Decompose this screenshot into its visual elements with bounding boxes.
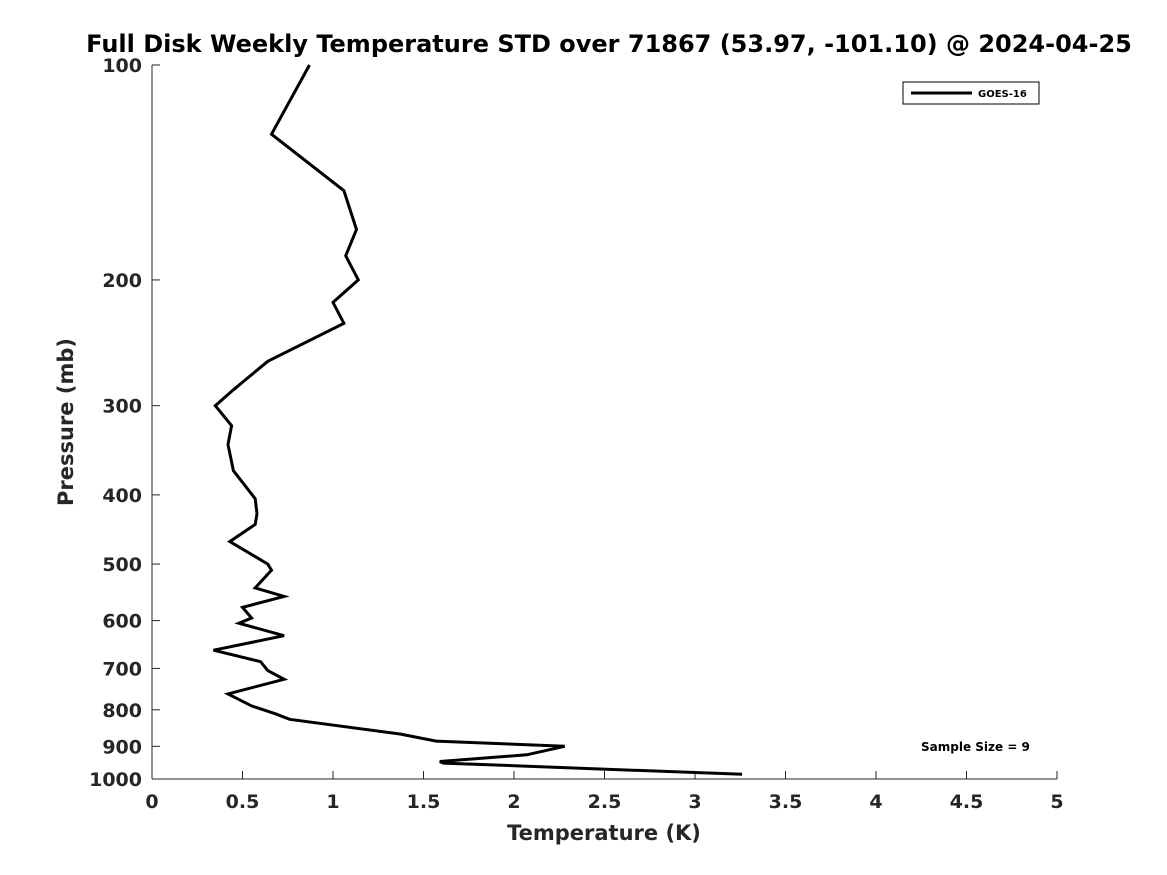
y-tick-label: 100 (102, 55, 142, 77)
x-tick-label: 1 (326, 791, 339, 813)
y-tick-label: 800 (102, 700, 142, 722)
x-axis-label: Temperature (K) (507, 821, 701, 845)
x-tick-label: 0 (145, 791, 158, 813)
x-axis-ticks: 0 0.5 1 1.5 2 2.5 3 3.5 4 4.5 5 (145, 771, 1064, 813)
y-tick-label: 300 (102, 396, 142, 418)
y-axis-label: Pressure (mb) (54, 338, 78, 506)
y-tick-label: 700 (102, 658, 142, 680)
sample-size-annotation: Sample Size = 9 (921, 740, 1030, 754)
x-tick-label: 5 (1050, 791, 1063, 813)
y-tick-label: 400 (102, 485, 142, 507)
y-axis-ticks: 100 200 300 400 500 600 700 800 900 1000 (89, 55, 160, 791)
y-tick-label: 900 (102, 736, 142, 758)
y-tick-label: 200 (102, 270, 142, 292)
legend-label-goes-16: GOES-16 (978, 89, 1027, 100)
legend: GOES-16 (902, 81, 1040, 105)
x-tick-label: 1.5 (407, 791, 441, 813)
x-tick-label: 3.5 (769, 791, 803, 813)
y-tick-label: 1000 (89, 769, 142, 791)
chart-title: Full Disk Weekly Temperature STD over 71… (86, 30, 1132, 58)
x-tick-label: 3 (688, 791, 701, 813)
y-tick-label: 500 (102, 554, 142, 576)
y-tick-label: 600 (102, 611, 142, 633)
series-line-goes-16 (213, 64, 743, 776)
x-tick-label: 2 (507, 791, 520, 813)
x-tick-label: 2.5 (588, 791, 622, 813)
x-tick-label: 4 (869, 791, 882, 813)
x-tick-label: 4.5 (950, 791, 984, 813)
x-tick-label: 0.5 (226, 791, 260, 813)
